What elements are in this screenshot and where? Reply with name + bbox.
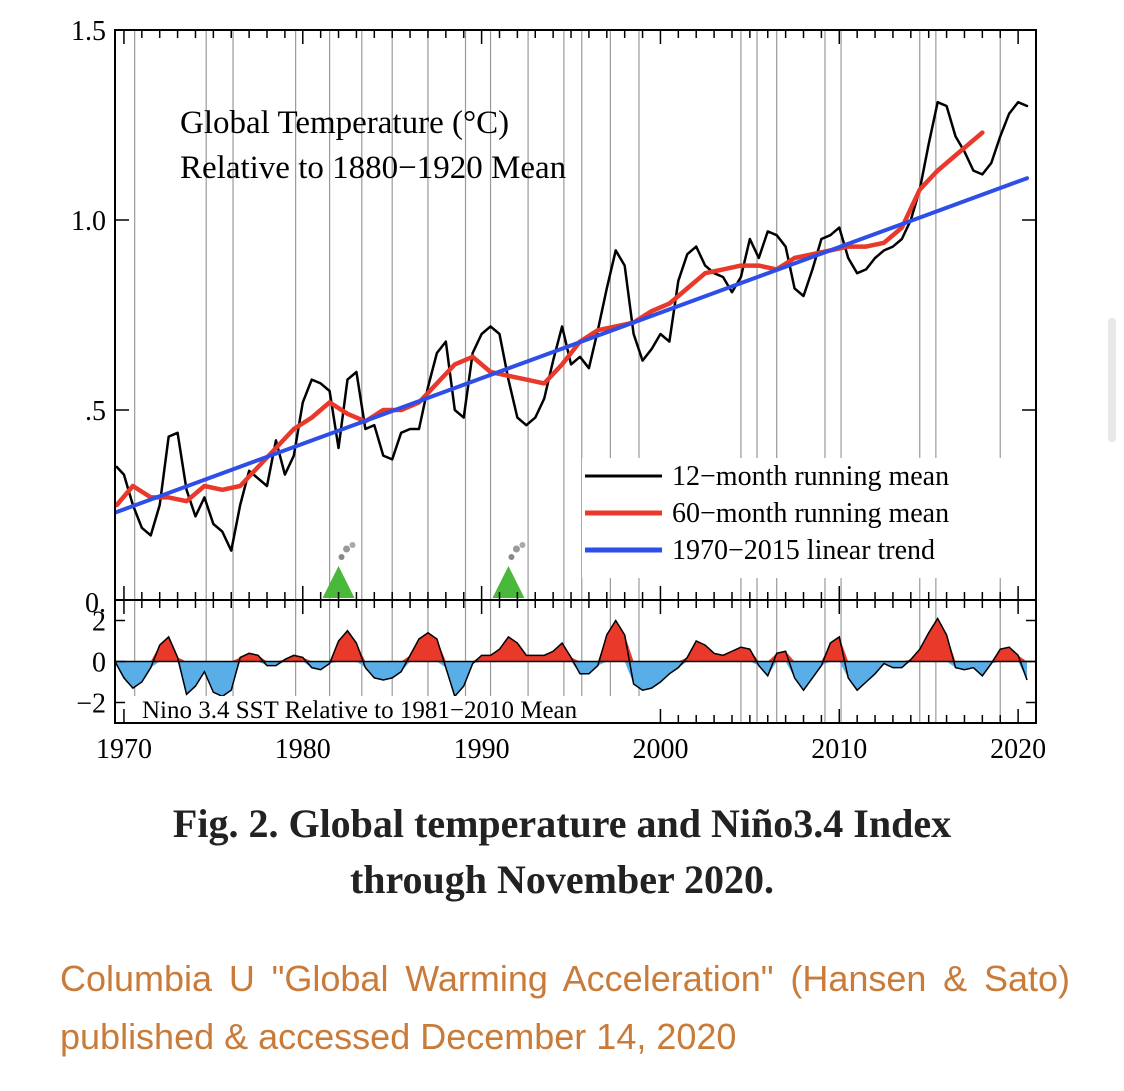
y-tick-label: 0. — [85, 588, 106, 619]
nino-outline — [115, 616, 1028, 698]
volcano-markers — [322, 542, 526, 598]
ash-plume-icon — [519, 542, 526, 548]
y-tick-label: 1.0 — [71, 206, 106, 237]
series-layer — [115, 100, 1030, 552]
figure-caption: Fig. 2. Global temperature and Niño3.4 I… — [0, 796, 1124, 908]
caption-line-1: Fig. 2. Global temperature and Niño3.4 I… — [172, 801, 952, 846]
volcano-triangle-icon — [322, 566, 355, 598]
x-tick-label: 2020 — [990, 734, 1046, 765]
legend-label-60-month: 60−month running mean — [672, 498, 949, 529]
volcano-marker-1 — [492, 542, 526, 598]
y-tick-label: 1.5 — [71, 16, 106, 47]
series-linear-trend-line — [115, 176, 1030, 515]
ash-plume-icon — [349, 542, 356, 548]
legend: 12−month running mean 60−month running m… — [582, 458, 1026, 578]
volcano-marker-0 — [322, 542, 356, 598]
y-tick-label: .5 — [85, 396, 106, 427]
x-tick-label: 2010 — [811, 734, 867, 765]
ash-plume-icon — [343, 545, 351, 553]
figure-chart: 0. .5 1.0 1.5 2 0 −2 1970 1980 1990 2000 2010 2020 G… — [71, 16, 1046, 765]
volcano-triangle-icon — [492, 566, 525, 598]
axis-ticks — [115, 29, 1036, 723]
nino-y-tick-label: 2 — [92, 607, 106, 638]
chart-subtitle: Relative to 1880−1920 Mean — [180, 150, 566, 186]
caption-line-2: through November 2020. — [349, 857, 775, 902]
nino-label-background — [132, 696, 652, 722]
series-12-month-line — [115, 100, 1029, 552]
nino-negative-area — [115, 661, 1028, 697]
legend-label-trend: 1970−2015 linear trend — [672, 535, 935, 566]
chart-title: Global Temperature (°C) — [180, 105, 509, 141]
ash-plume-icon — [512, 545, 520, 553]
scrollbar-thumb[interactable] — [1108, 318, 1116, 442]
nino-y-tick-label: 0 — [92, 648, 106, 679]
legend-label-12-month: 12−month running mean — [672, 461, 949, 492]
x-tick-label: 1980 — [275, 734, 331, 765]
ash-plume-icon — [508, 554, 515, 560]
ash-plume-icon — [338, 554, 345, 560]
x-tick-label: 1970 — [96, 734, 152, 765]
nino-area-plot — [115, 616, 1036, 698]
series-60-month-line — [115, 130, 985, 508]
nino-y-tick-label: −2 — [76, 689, 106, 720]
nino-positive-area — [115, 618, 1028, 662]
legend-background — [582, 458, 1026, 578]
nino-title: Nino 3.4 SST Relative to 1981−2010 Mean — [142, 697, 578, 724]
x-tick-label: 1990 — [454, 734, 510, 765]
source-link[interactable]: Columbia U "Global Warming Acceleration"… — [60, 958, 1070, 1057]
tick-labels: 0. .5 1.0 1.5 2 0 −2 1970 1980 1990 2000 2010 2020 — [71, 16, 1046, 765]
x-tick-label: 2000 — [632, 734, 688, 765]
